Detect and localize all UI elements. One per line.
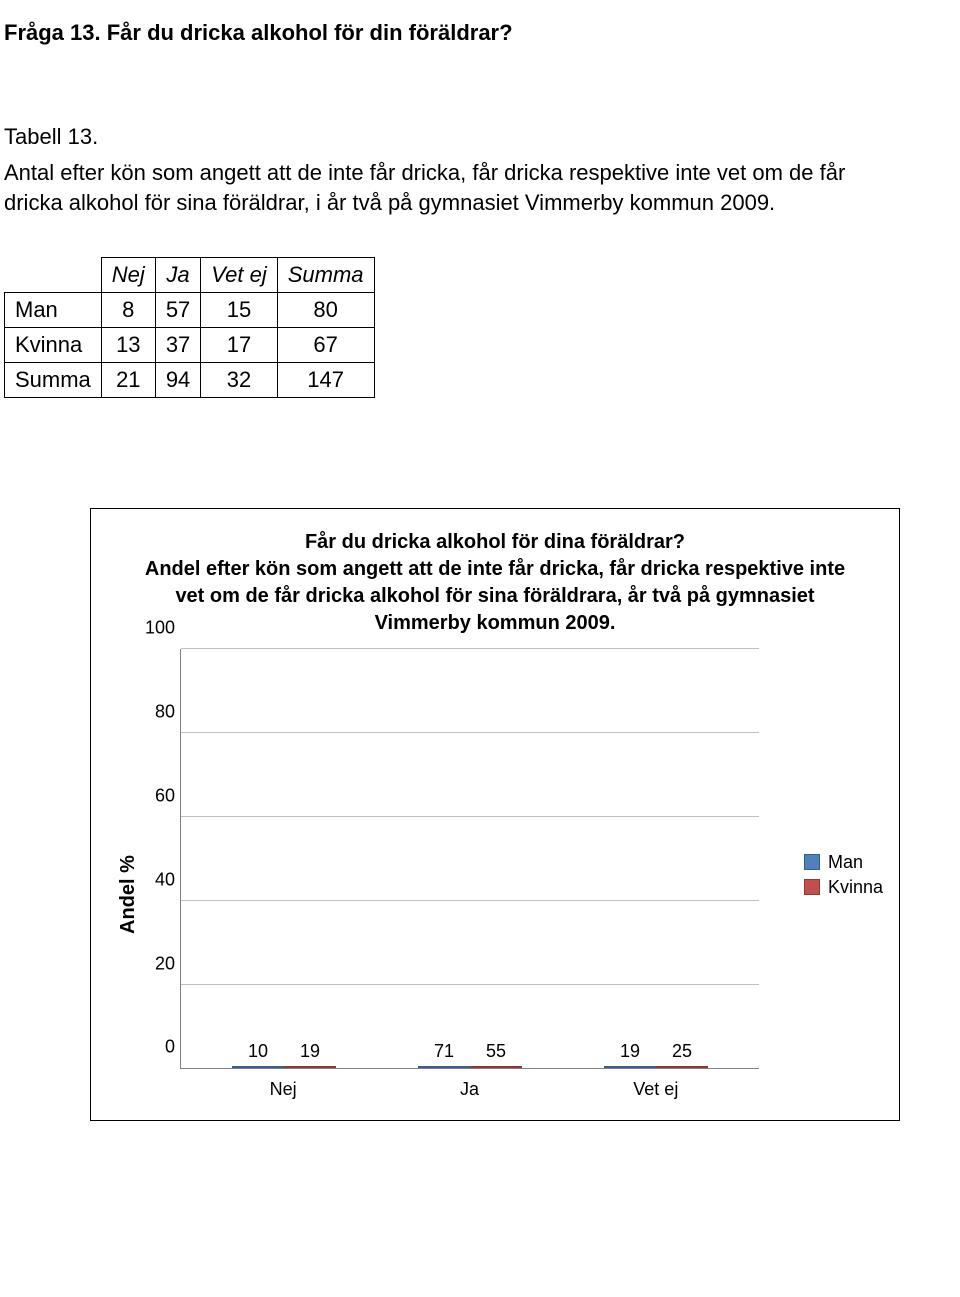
row-label: Summa [5,363,102,398]
bars-row: 101971551925 [181,649,759,1068]
plot-area: 101971551925 020406080100 [180,649,759,1069]
table-description: Antal efter kön som angett att de inte f… [0,154,960,257]
legend-swatch [804,854,820,870]
y-tick-label: 40 [141,869,175,890]
y-tick-label: 20 [141,953,175,974]
row-label: Man [5,293,102,328]
bar-group: 1019 [223,1066,346,1068]
cell: 21 [101,363,155,398]
bar: 19 [284,1066,336,1068]
cell: 13 [101,328,155,363]
table-row: Kvinna 13 37 17 67 [5,328,375,363]
cell: 8 [101,293,155,328]
y-axis-label: Andel % [111,649,140,1100]
row-label: Kvinna [5,328,102,363]
gridline [181,732,759,733]
table-label: Tabell 13. [0,54,960,154]
bar-value-label: 71 [434,1041,454,1062]
bar: 10 [232,1066,284,1068]
cell: 80 [277,293,374,328]
y-tick-label: 0 [141,1037,175,1058]
chart-body: Andel % 101971551925 020406080100 NejJaV… [111,649,879,1100]
chart-title: Får du dricka alkohol för dina föräldrar… [111,529,879,649]
page: Fråga 13. Får du dricka alkohol för din … [0,0,960,1161]
gridline [181,900,759,901]
legend-item: Man [804,852,883,873]
y-tick-label: 100 [141,618,175,639]
x-ticks: Nej Ja Vet ej [180,1069,759,1100]
gridline [181,648,759,649]
bar-value-label: 25 [672,1041,692,1062]
table-header-row: Nej Ja Vet ej Summa [5,258,375,293]
cell: 57 [155,293,200,328]
gridline [181,984,759,985]
bar: 25 [656,1066,708,1068]
legend-item: Kvinna [804,877,883,898]
y-tick-label: 60 [141,785,175,806]
cell: 17 [201,328,277,363]
cell: 67 [277,328,374,363]
col-vetej: Vet ej [201,258,277,293]
plot-wrap: 101971551925 020406080100 NejJaVet ej Ma… [140,649,879,1100]
table-corner [5,258,102,293]
table-row: Man 8 57 15 80 [5,293,375,328]
data-table: Nej Ja Vet ej Summa Man 8 57 15 80 Kvinn… [4,257,375,398]
bar: 71 [418,1066,470,1068]
question-heading: Fråga 13. Får du dricka alkohol för din … [0,20,960,54]
bar: 19 [604,1066,656,1068]
col-nej: Nej [101,258,155,293]
table-row: Summa 21 94 32 147 [5,363,375,398]
legend: Man Kvinna [804,848,883,902]
chart-container: Får du dricka alkohol för dina föräldrar… [90,508,900,1121]
cell: 37 [155,328,200,363]
bar-value-label: 10 [248,1041,268,1062]
gridline [181,816,759,817]
cell: 32 [201,363,277,398]
cell: 147 [277,363,374,398]
x-tick-label: Nej [222,1079,345,1100]
bar-value-label: 55 [486,1041,506,1062]
col-ja: Ja [155,258,200,293]
legend-label: Man [828,852,863,873]
y-tick-label: 80 [141,702,175,723]
x-tick-label: Ja [408,1079,531,1100]
cell: 94 [155,363,200,398]
bar-value-label: 19 [300,1041,320,1062]
bar-group: 7155 [409,1066,532,1068]
cell: 15 [201,293,277,328]
bar-value-label: 19 [620,1041,640,1062]
bar-group: 1925 [595,1066,718,1068]
col-summa: Summa [277,258,374,293]
bar: 55 [470,1066,522,1068]
legend-swatch [804,879,820,895]
legend-label: Kvinna [828,877,883,898]
x-tick-label: Vet ej [594,1079,717,1100]
